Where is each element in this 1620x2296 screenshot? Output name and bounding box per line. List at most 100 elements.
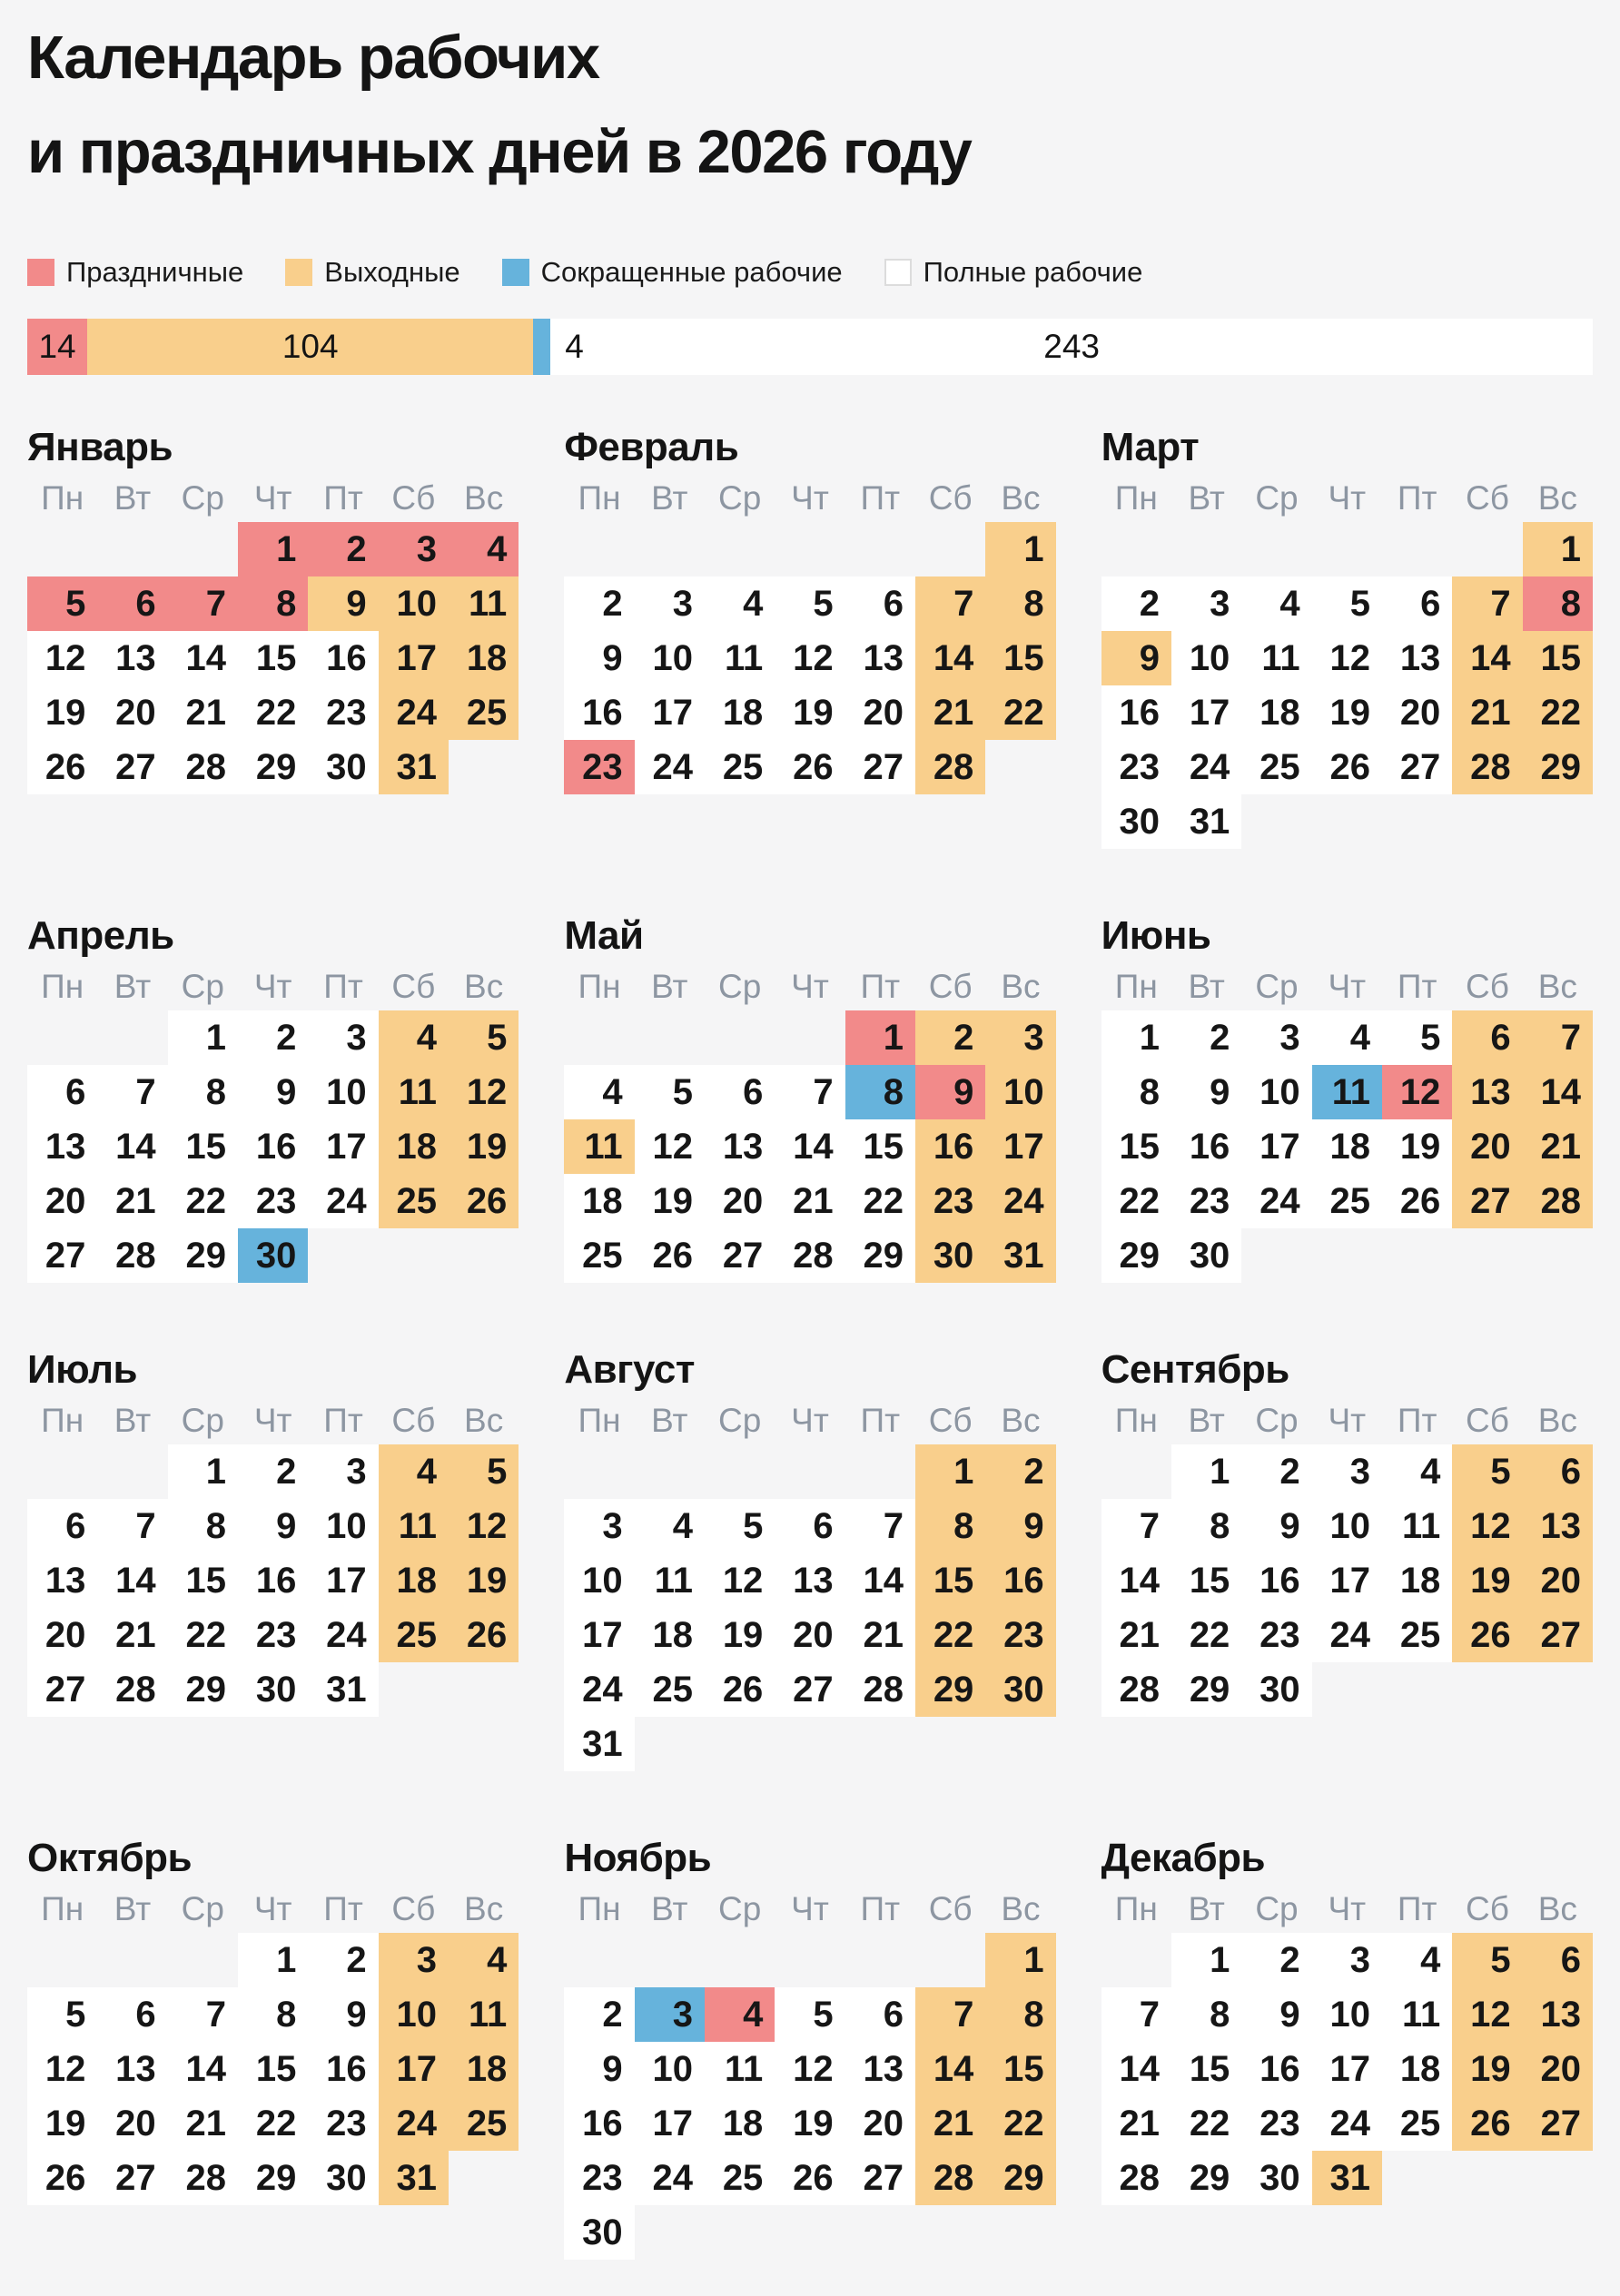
empty-cell [635, 522, 705, 576]
day-cell-work: 13 [97, 2041, 168, 2096]
day-cell-work: 17 [308, 1118, 379, 1174]
weekday-header-row: Пн Вт Ср Чт Пт Сб Вс [564, 967, 1055, 1007]
day-cell-work: 27 [845, 739, 915, 794]
day-cell-work: 24 [634, 739, 705, 794]
day-cell-work: 14 [97, 1552, 168, 1608]
month-title: Апрель [27, 912, 174, 958]
day-cell-work: 25 [634, 1661, 705, 1717]
day-cell-work: 19 [775, 2095, 845, 2151]
empty-cell [1101, 1933, 1171, 1987]
short-day-color-swatch [501, 258, 529, 286]
day-cell-weekend: 1 [985, 521, 1056, 576]
day-cell-weekend: 6 [1522, 1932, 1593, 1987]
weekday-label: Пн [41, 478, 84, 517]
day-cell-weekend: 17 [378, 2041, 449, 2096]
empty-cell [705, 522, 775, 576]
day-cell-work: 9 [564, 630, 635, 685]
weekday-label: Сб [391, 478, 436, 517]
month-6: Июнь Пн Вт Ср Чт Пт Сб Вс 1 2 3 4 5 6 7 8 9 10 11 12 13 14 15 1… [1101, 913, 1593, 1283]
weekday-label: Чт [791, 1889, 829, 1927]
day-cell-work: 21 [97, 1173, 168, 1228]
day-cell-weekend: 15 [985, 2041, 1056, 2096]
empty-cell [1382, 522, 1452, 576]
weekend-color-swatch [285, 258, 313, 286]
day-cell-weekend: 29 [985, 2150, 1056, 2205]
day-cell-work: 24 [308, 1607, 379, 1662]
day-cell-work: 22 [167, 1173, 238, 1228]
months-grid: Январь Пн Вт Ср Чт Пт Сб Вс 1 2 3 4 5 6 7 8 9 10 11 12 13 14 1… [27, 424, 1593, 2260]
weekday-label: Вт [114, 967, 152, 1005]
month-12: Декабрь Пн Вт Ср Чт Пт Сб Вс 1 2 3 4 5 6 7 8 9 10 11 12 13 14… [1101, 1836, 1593, 2205]
day-cell-work: 26 [27, 739, 98, 794]
day-cell-work: 1 [1171, 1444, 1242, 1499]
day-cell-work: 22 [237, 2095, 309, 2151]
weekday-label: Сб [391, 1889, 436, 1927]
day-cell-weekend: 24 [378, 685, 449, 740]
day-cell-weekend: 21 [914, 685, 986, 740]
day-cell-weekend: 27 [1452, 1173, 1523, 1228]
page-title: Календарь рабочих и праздничных дней в 2… [27, 11, 1593, 200]
day-cell-work: 27 [27, 1227, 98, 1283]
day-cell-work: 31 [308, 1661, 379, 1717]
day-cell-work: 18 [704, 685, 775, 740]
empty-cell [845, 522, 915, 576]
day-cell-work: 3 [308, 1444, 379, 1499]
month-2: Февраль Пн Вт Ср Чт Пт Сб Вс 1 2 3 4 5 6 7 8 9 10 11 12 13 14… [564, 424, 1056, 794]
day-cell-short: 11 [1311, 1064, 1382, 1119]
month-title: Август [564, 1346, 695, 1392]
day-cell-weekend: 18 [448, 630, 519, 685]
weekday-label: Вт [651, 1401, 688, 1439]
day-cell-work: 7 [97, 1498, 168, 1553]
day-cell-weekend: 12 [448, 1064, 519, 1119]
day-cell-weekend: 3 [378, 1932, 449, 1987]
weekday-header-row: Пн Вт Ср Чт Пт Сб Вс [1101, 1401, 1593, 1441]
day-cell-short: 30 [237, 1227, 309, 1283]
day-cell-weekend: 19 [1452, 1552, 1523, 1608]
day-cell-work: 1 [167, 1010, 238, 1065]
month-title: Февраль [564, 424, 739, 469]
day-cell-weekend: 9 [308, 576, 379, 631]
day-cell-holiday: 4 [448, 521, 519, 576]
day-cell-work: 10 [1241, 1064, 1312, 1119]
day-cell-work: 21 [1101, 1607, 1171, 1662]
day-cell-holiday: 8 [237, 576, 309, 631]
day-cell-work: 20 [97, 2095, 168, 2151]
empty-cell [564, 1933, 634, 1987]
day-cell-work: 29 [845, 1227, 915, 1283]
empty-cell [168, 1933, 238, 1987]
weekday-label: Сб [1466, 967, 1509, 1005]
day-cell-work: 27 [27, 1661, 98, 1717]
day-cell-work: 3 [1311, 1932, 1382, 1987]
day-cell-work: 28 [1101, 1661, 1171, 1717]
day-cell-work: 30 [237, 1661, 309, 1717]
day-cell-work: 27 [775, 1661, 845, 1717]
day-cell-work: 6 [27, 1064, 98, 1119]
month-4: Апрель Пн Вт Ср Чт Пт Сб Вс 1 2 3 4 5 6 7 8 9 10 11 12 13 14 1… [27, 912, 519, 1283]
day-cell-weekend: 21 [1452, 685, 1523, 740]
weekday-label: Пн [578, 1889, 621, 1927]
short-day-count: 4 [565, 327, 584, 365]
day-cell-work: 11 [1381, 1986, 1453, 2042]
empty-cell [97, 522, 167, 576]
weekday-label: Ср [1255, 967, 1299, 1005]
bar-segment-weekend: 104 [87, 318, 534, 375]
day-cell-weekend: 27 [1522, 1607, 1593, 1662]
day-cell-work: 5 [775, 1986, 845, 2042]
day-cell-work: 21 [167, 685, 238, 740]
weekday-label: Пн [578, 1401, 621, 1439]
month-5: Май Пн Вт Ср Чт Пт Сб Вс 1 2 3 4 5 6 7 8 9 10 11 12 13 14 15 16… [564, 913, 1056, 1283]
empty-cell [915, 522, 985, 576]
day-cell-weekend: 15 [985, 630, 1056, 685]
day-cell-work: 7 [97, 1064, 168, 1119]
day-cell-work: 3 [308, 1010, 379, 1065]
weekday-label: Вс [1537, 478, 1577, 517]
day-cell-weekend: 4 [448, 1932, 519, 1987]
weekday-label: Чт [1328, 967, 1367, 1005]
weekday-label: Сб [928, 1889, 973, 1927]
day-cell-work: 16 [564, 2095, 635, 2151]
day-grid: 1 2 3 4 5 6 7 8 9 10 11 12 13 14 15 16 17 18 19 20 21 22 23 24 2… [27, 1444, 519, 1717]
day-cell-weekend: 12 [1452, 1498, 1523, 1553]
day-cell-work: 16 [564, 685, 635, 740]
day-cell-work: 12 [27, 630, 98, 685]
